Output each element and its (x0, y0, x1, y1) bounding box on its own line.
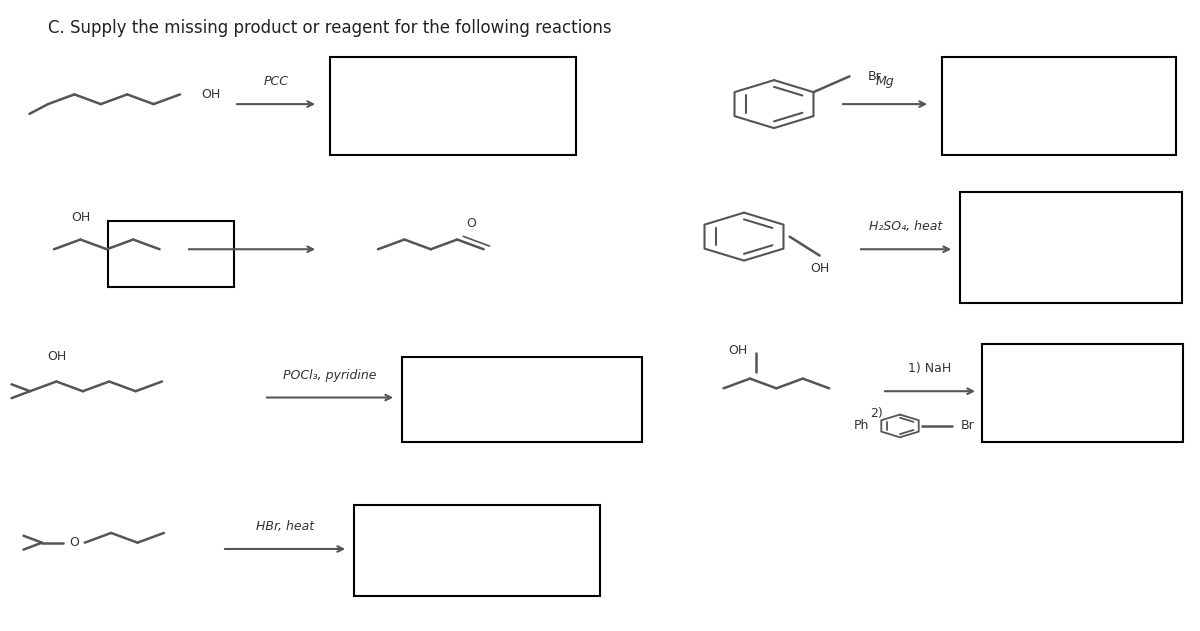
Text: Ph: Ph (853, 420, 869, 432)
Text: POCl₃, pyridine: POCl₃, pyridine (283, 369, 377, 382)
Text: Mg: Mg (876, 75, 894, 88)
Text: HBr, heat: HBr, heat (256, 520, 314, 533)
Text: OH: OH (47, 350, 66, 363)
Bar (354, 505, 600, 596)
Bar (960, 192, 1182, 303)
Text: 1) NaH: 1) NaH (908, 362, 952, 375)
Text: OH: OH (71, 211, 90, 224)
Text: OH: OH (202, 88, 221, 101)
Text: OH: OH (728, 344, 748, 357)
Text: Br: Br (868, 70, 881, 83)
Text: OH: OH (810, 262, 829, 274)
Text: H₂SO₄, heat: H₂SO₄, heat (869, 220, 943, 233)
Text: Br: Br (960, 420, 974, 432)
Text: O: O (467, 217, 476, 230)
Text: O: O (70, 536, 79, 549)
Bar (330, 57, 576, 155)
Text: C. Supply the missing product or reagent for the following reactions: C. Supply the missing product or reagent… (48, 19, 612, 37)
Bar (402, 357, 642, 442)
Bar (942, 57, 1176, 155)
Text: 2): 2) (870, 407, 883, 420)
Bar (108, 221, 234, 287)
Bar (982, 344, 1183, 442)
Text: PCC: PCC (264, 75, 288, 88)
